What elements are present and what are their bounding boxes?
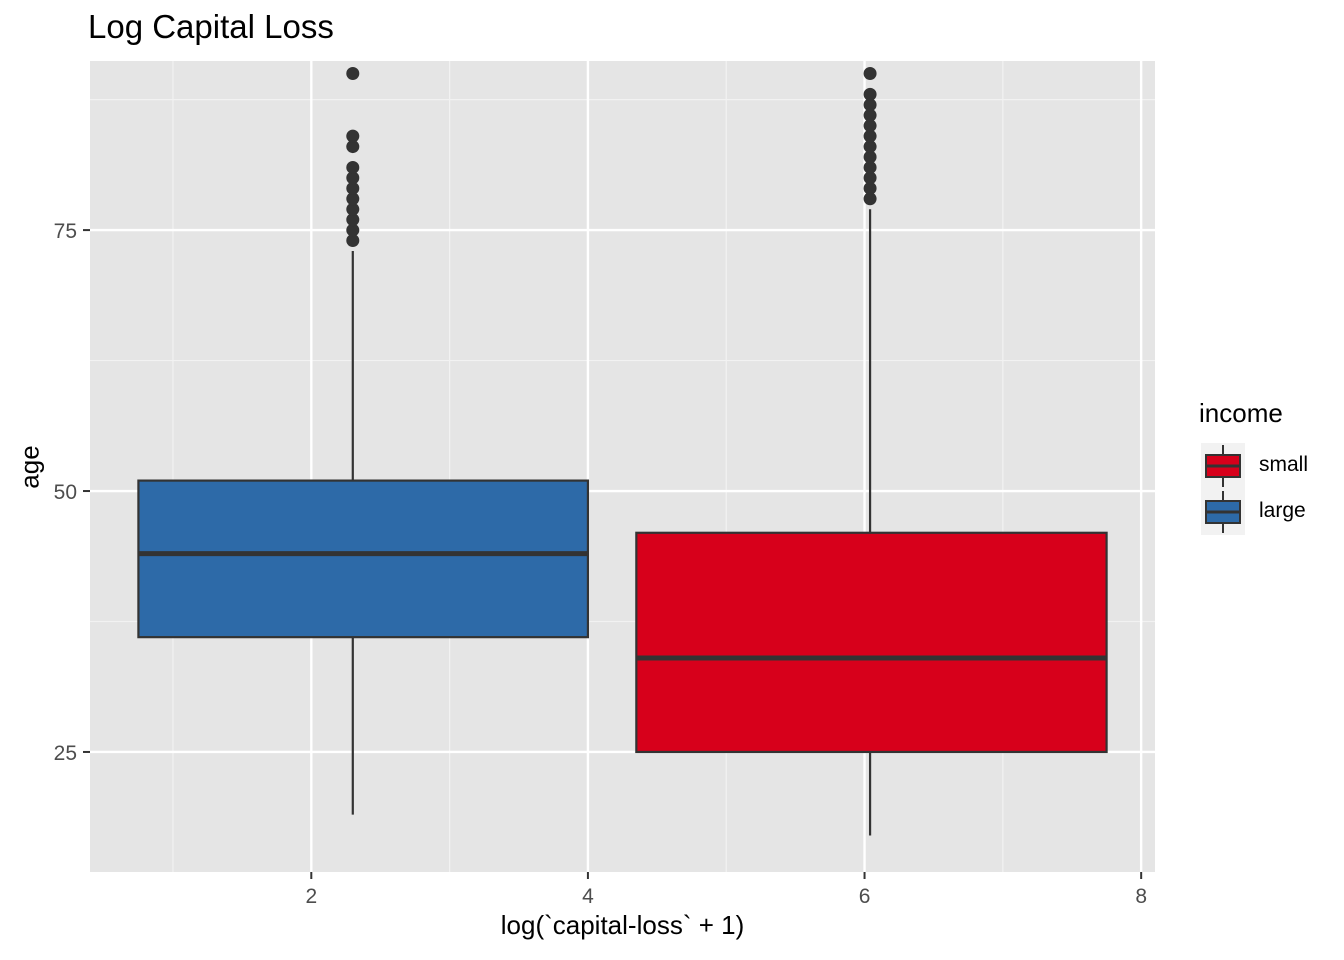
outlier-point bbox=[346, 67, 360, 81]
legend-title: income bbox=[1199, 398, 1283, 428]
legend-label-small: small bbox=[1259, 453, 1309, 476]
outlier-point bbox=[346, 202, 360, 216]
outlier-point bbox=[863, 160, 877, 174]
legend-key-small bbox=[1201, 443, 1245, 489]
outlier-point bbox=[863, 129, 877, 143]
outlier-point bbox=[863, 98, 877, 112]
outlier-point bbox=[346, 140, 360, 154]
x-tick-label: 4 bbox=[582, 885, 594, 908]
outlier-point bbox=[863, 150, 877, 164]
outlier-point bbox=[863, 181, 877, 195]
outlier-point bbox=[346, 213, 360, 227]
box-large bbox=[137, 67, 590, 815]
box-small bbox=[635, 67, 1108, 836]
x-tick-label: 6 bbox=[859, 885, 871, 908]
legend-key-large bbox=[1201, 489, 1245, 535]
legend-layer bbox=[1201, 443, 1245, 535]
x-tick-label: 2 bbox=[305, 885, 317, 908]
outlier-point bbox=[346, 129, 360, 143]
outlier-point bbox=[346, 171, 360, 185]
outlier-point bbox=[346, 234, 360, 248]
x-axis-label: log(`capital-loss` + 1) bbox=[500, 910, 745, 940]
box-layer bbox=[137, 67, 1108, 836]
box-body bbox=[137, 479, 590, 639]
axis-layer: 2 4 6 8 25 50 75 bbox=[54, 220, 1147, 908]
legend-label-large: large bbox=[1259, 499, 1306, 522]
box-body bbox=[635, 531, 1108, 754]
outlier-point bbox=[346, 223, 360, 237]
outlier-point bbox=[346, 181, 360, 195]
chart-title: Log Capital Loss bbox=[88, 8, 334, 45]
outlier-point bbox=[863, 140, 877, 154]
outlier-point bbox=[863, 108, 877, 122]
outlier-point bbox=[863, 192, 877, 206]
y-tick-label: 50 bbox=[54, 481, 77, 504]
outlier-point bbox=[346, 160, 360, 174]
outlier-point bbox=[863, 119, 877, 133]
x-tick-label: 8 bbox=[1135, 885, 1147, 908]
y-axis-label: age bbox=[14, 445, 45, 489]
outlier-point bbox=[863, 87, 877, 101]
outlier-point bbox=[863, 171, 877, 185]
y-tick-label: 75 bbox=[54, 220, 77, 243]
outlier-point bbox=[346, 192, 360, 206]
outlier-point bbox=[863, 67, 877, 81]
y-tick-label: 25 bbox=[54, 742, 77, 765]
